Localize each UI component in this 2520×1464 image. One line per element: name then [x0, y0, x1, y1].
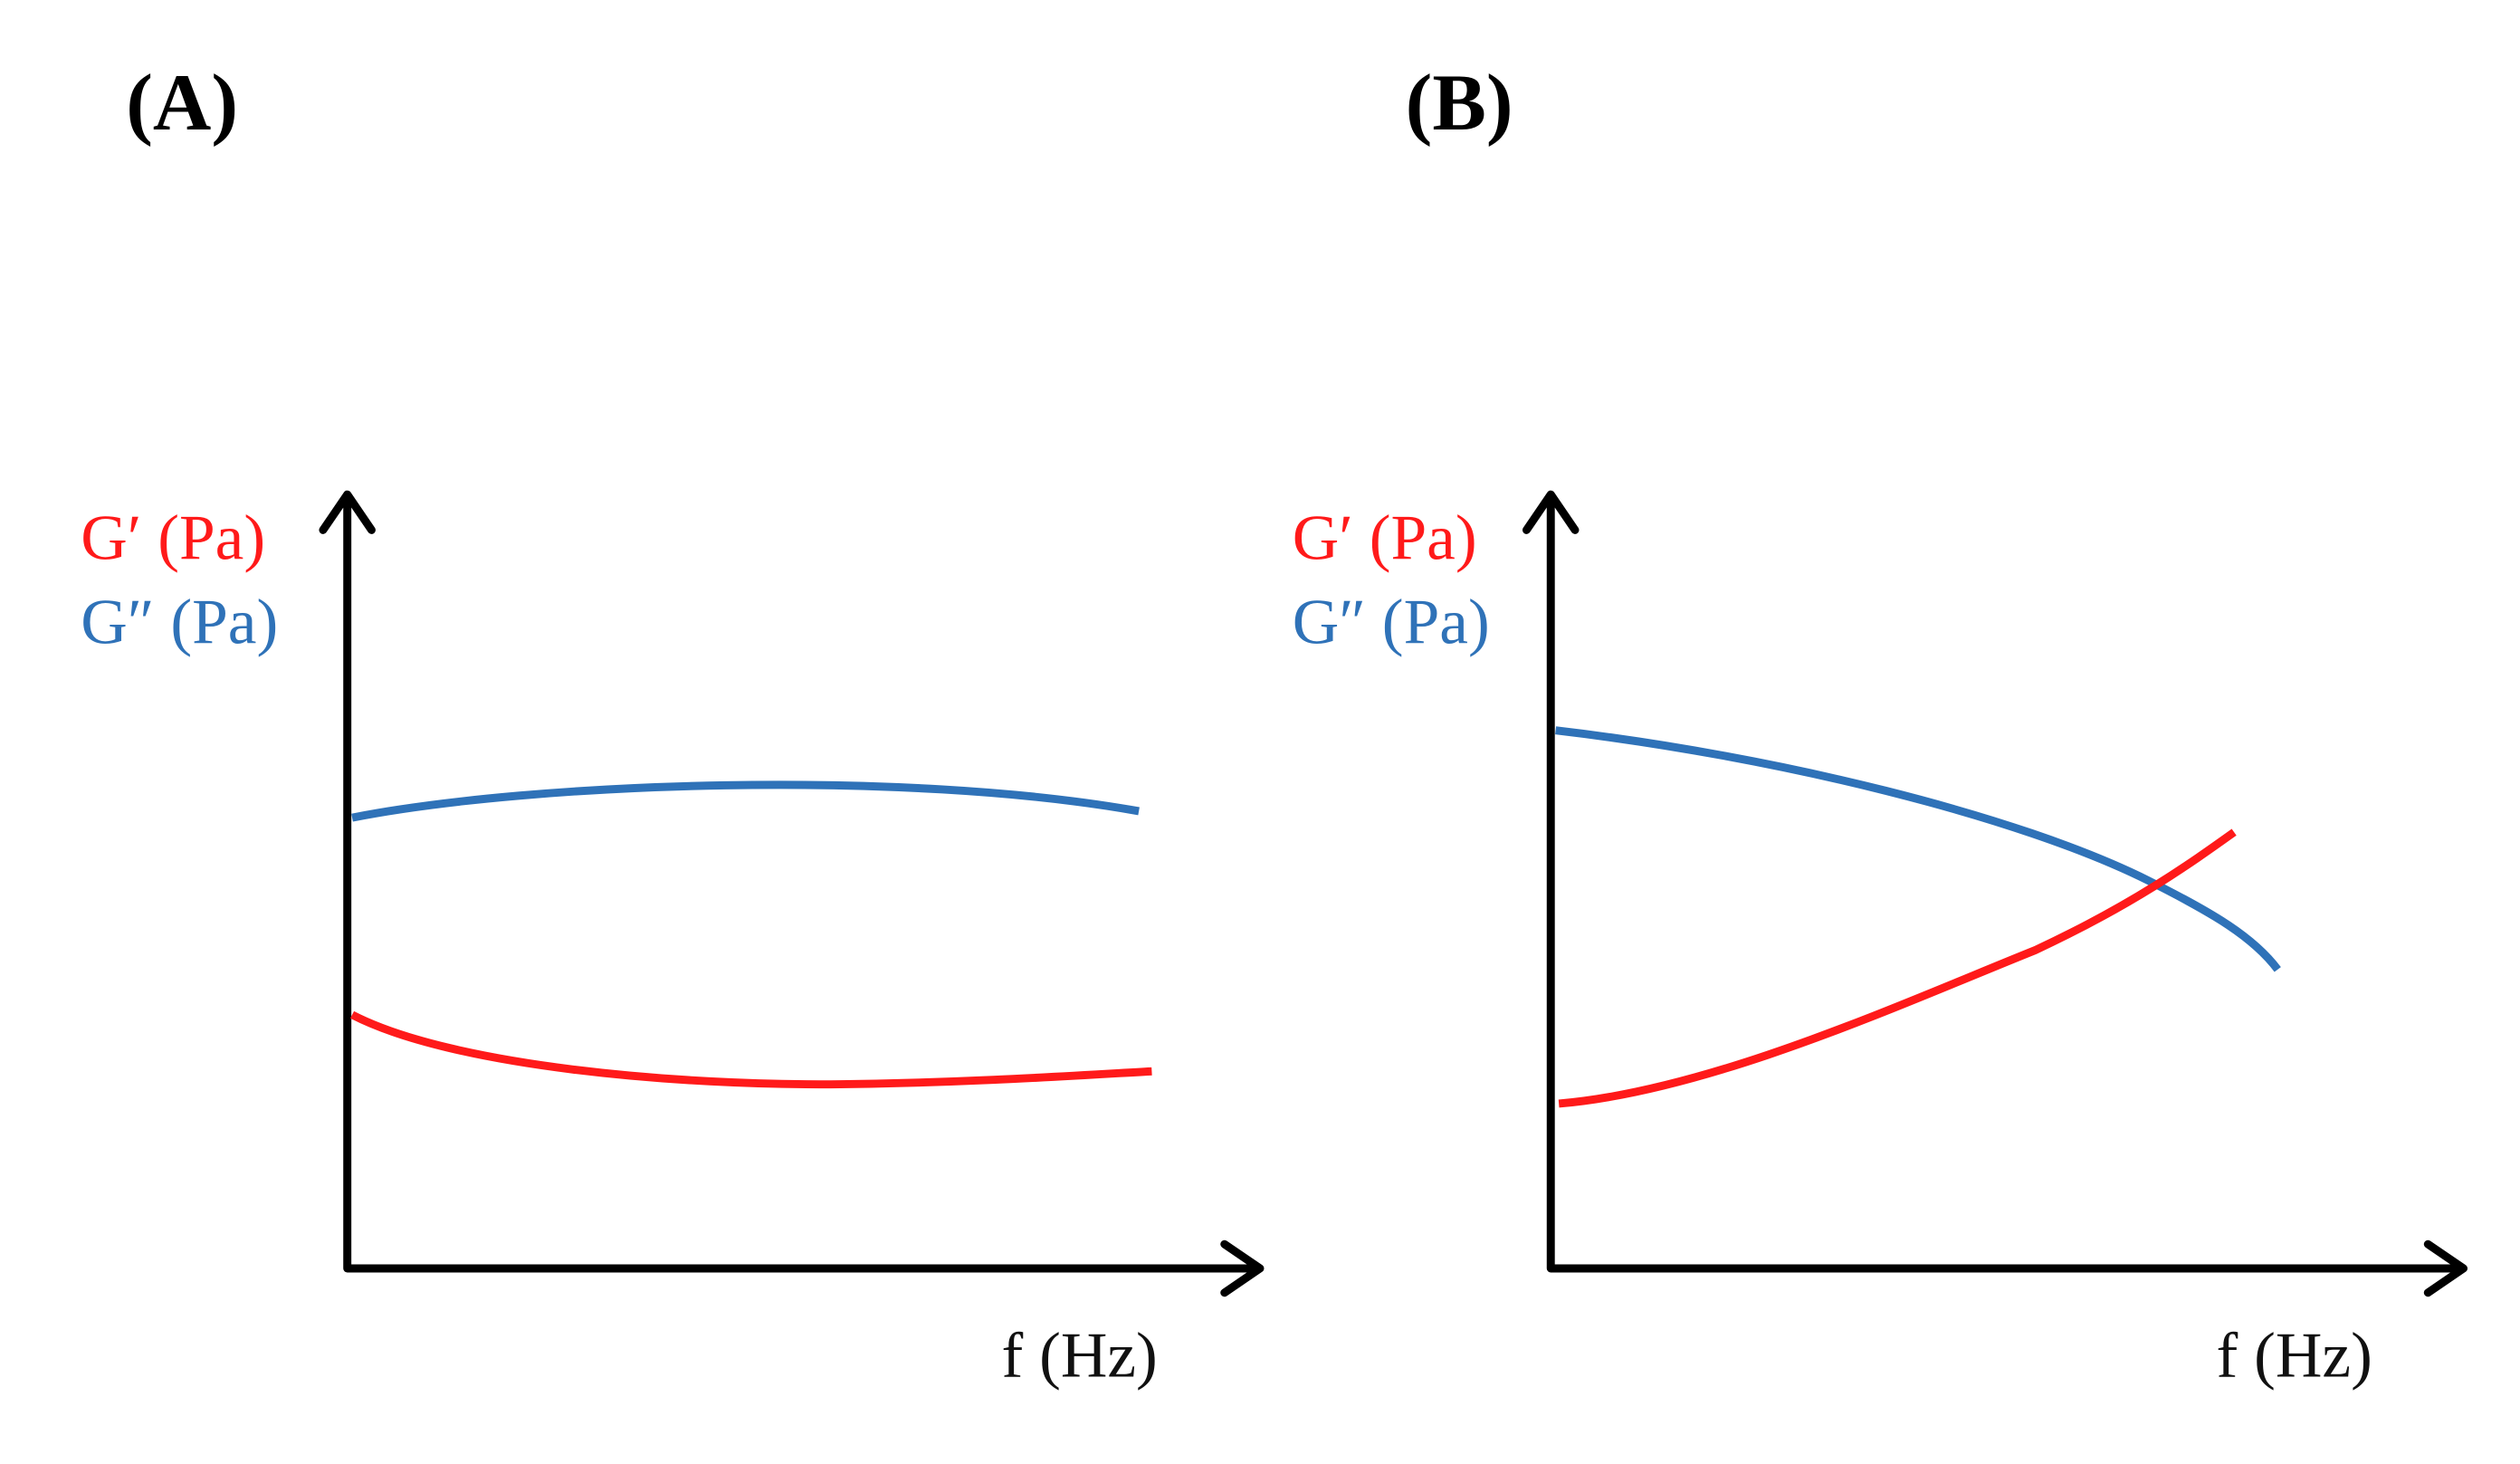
panel-label: (B) — [1406, 58, 1513, 148]
loss-curve — [1555, 726, 2281, 972]
x-label: f (Hz) — [1001, 1320, 1157, 1392]
panel-label: (A) — [126, 58, 238, 148]
panel-a: (A) G′ (Pa) G″ (Pa) f (Hz) — [81, 58, 1265, 1392]
y-label-loss: G″ (Pa) — [81, 586, 278, 657]
axes — [319, 490, 1265, 1297]
panel-b: (B) G′ (Pa) G″ (Pa) f (Hz) — [1293, 58, 2468, 1392]
x-label: f (Hz) — [2216, 1320, 2372, 1392]
y-label-loss: G″ (Pa) — [1293, 586, 1490, 657]
loss-curve — [351, 780, 1140, 822]
storage-curve — [350, 1010, 1152, 1089]
y-label-storage: G′ (Pa) — [81, 502, 265, 574]
storage-curve — [1558, 828, 2237, 1108]
y-label-storage: G′ (Pa) — [1293, 502, 1477, 574]
axes — [1522, 490, 2468, 1297]
